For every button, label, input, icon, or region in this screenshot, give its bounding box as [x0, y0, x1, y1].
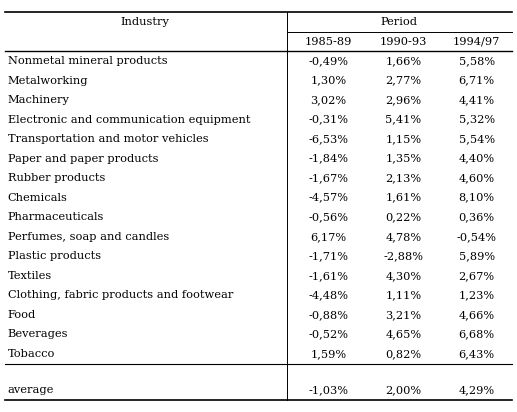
Text: 0,36%: 0,36% — [459, 212, 495, 222]
Text: Nonmetal mineral products: Nonmetal mineral products — [8, 56, 168, 66]
Text: 1,35%: 1,35% — [385, 154, 421, 164]
Text: Textiles: Textiles — [8, 271, 52, 281]
Text: 1,61%: 1,61% — [385, 193, 421, 203]
Text: -0,54%: -0,54% — [457, 232, 497, 242]
Text: 2,67%: 2,67% — [459, 271, 495, 281]
Text: 0,22%: 0,22% — [385, 212, 421, 222]
Text: Paper and paper products: Paper and paper products — [8, 154, 158, 164]
Text: -0,49%: -0,49% — [308, 56, 348, 66]
Text: -1,67%: -1,67% — [308, 173, 348, 183]
Text: 1994/97: 1994/97 — [453, 37, 500, 47]
Text: -1,84%: -1,84% — [308, 154, 348, 164]
Text: Pharmaceuticals: Pharmaceuticals — [8, 212, 104, 222]
Text: 6,17%: 6,17% — [310, 232, 346, 242]
Text: -1,61%: -1,61% — [308, 271, 348, 281]
Text: 4,66%: 4,66% — [459, 310, 495, 320]
Text: 2,96%: 2,96% — [385, 95, 421, 105]
Text: 4,60%: 4,60% — [459, 173, 495, 183]
Text: 1,66%: 1,66% — [385, 56, 421, 66]
Text: 4,29%: 4,29% — [459, 385, 495, 395]
Text: -0,52%: -0,52% — [308, 329, 348, 339]
Text: 6,71%: 6,71% — [459, 76, 495, 86]
Text: 5,32%: 5,32% — [459, 115, 495, 125]
Text: 6,43%: 6,43% — [459, 349, 495, 359]
Text: 0,82%: 0,82% — [385, 349, 421, 359]
Text: 1,30%: 1,30% — [310, 76, 346, 86]
Text: 5,89%: 5,89% — [459, 251, 495, 261]
Text: Food: Food — [8, 310, 36, 320]
Text: -1,71%: -1,71% — [308, 251, 348, 261]
Text: 1990-93: 1990-93 — [379, 37, 427, 47]
Text: 1,23%: 1,23% — [459, 290, 495, 300]
Text: 5,58%: 5,58% — [459, 56, 495, 66]
Text: 6,68%: 6,68% — [459, 329, 495, 339]
Text: Rubber products: Rubber products — [8, 173, 105, 183]
Text: Electronic and communication equipment: Electronic and communication equipment — [8, 115, 250, 125]
Text: 1,11%: 1,11% — [385, 290, 421, 300]
Text: -1,03%: -1,03% — [308, 385, 348, 395]
Text: Chemicals: Chemicals — [8, 193, 68, 203]
Text: 4,41%: 4,41% — [459, 95, 495, 105]
Text: 4,30%: 4,30% — [385, 271, 421, 281]
Text: 8,10%: 8,10% — [459, 193, 495, 203]
Text: Period: Period — [381, 17, 418, 27]
Text: Industry: Industry — [120, 17, 169, 27]
Text: Machinery: Machinery — [8, 95, 70, 105]
Text: -2,88%: -2,88% — [383, 251, 423, 261]
Text: -4,57%: -4,57% — [308, 193, 348, 203]
Text: 3,21%: 3,21% — [385, 310, 421, 320]
Text: Metalworking: Metalworking — [8, 76, 88, 86]
Text: -6,53%: -6,53% — [308, 134, 348, 144]
Text: Plastic products: Plastic products — [8, 251, 101, 261]
Text: 2,77%: 2,77% — [385, 76, 421, 86]
Text: -0,88%: -0,88% — [308, 310, 348, 320]
Text: 1,15%: 1,15% — [385, 134, 421, 144]
Text: 1985-89: 1985-89 — [305, 37, 352, 47]
Text: -0,56%: -0,56% — [308, 212, 348, 222]
Text: Tobacco: Tobacco — [8, 349, 55, 359]
Text: 5,41%: 5,41% — [385, 115, 421, 125]
Text: average: average — [8, 385, 54, 395]
Text: 4,40%: 4,40% — [459, 154, 495, 164]
Text: 5,54%: 5,54% — [459, 134, 495, 144]
Text: 4,78%: 4,78% — [385, 232, 421, 242]
Text: Perfumes, soap and candles: Perfumes, soap and candles — [8, 232, 169, 242]
Text: 4,65%: 4,65% — [385, 329, 421, 339]
Text: 2,00%: 2,00% — [385, 385, 421, 395]
Text: 2,13%: 2,13% — [385, 173, 421, 183]
Text: Beverages: Beverages — [8, 329, 68, 339]
Text: -4,48%: -4,48% — [308, 290, 348, 300]
Text: Clothing, fabric products and footwear: Clothing, fabric products and footwear — [8, 290, 233, 300]
Text: -0,31%: -0,31% — [308, 115, 348, 125]
Text: 3,02%: 3,02% — [310, 95, 346, 105]
Text: Transportation and motor vehicles: Transportation and motor vehicles — [8, 134, 208, 144]
Text: 1,59%: 1,59% — [310, 349, 346, 359]
